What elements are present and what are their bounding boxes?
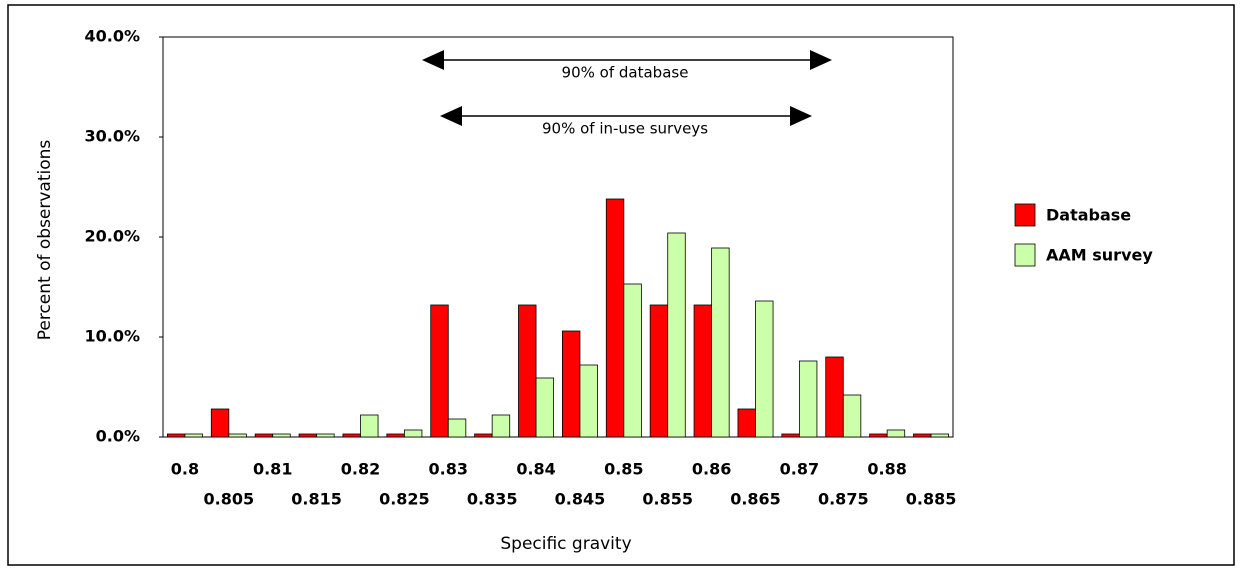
- bar: [210, 408, 230, 438]
- annotation: 90% of in-use surveys: [542, 120, 708, 138]
- y-tick-label: 30.0%: [84, 127, 140, 146]
- bar: [930, 433, 950, 438]
- x-tick-label: 0.835: [467, 490, 518, 509]
- bar: [623, 283, 642, 438]
- bar: [491, 414, 511, 438]
- x-tick-label: 0.875: [818, 490, 869, 509]
- legend-label: Database: [1046, 206, 1131, 225]
- bar: [913, 433, 932, 438]
- bar: [737, 408, 756, 438]
- y-axis-title: Percent of observations: [35, 140, 55, 341]
- bar: [798, 360, 818, 438]
- x-axis-title: Specific gravity: [500, 534, 631, 554]
- bar: [166, 433, 186, 438]
- bar: [886, 429, 906, 438]
- bar: [869, 433, 888, 438]
- x-tick-label: 0.815: [291, 490, 342, 509]
- bar: [272, 433, 291, 438]
- bar: [711, 247, 730, 438]
- bar: [298, 433, 318, 438]
- bar: [254, 433, 274, 438]
- bar: [403, 429, 423, 438]
- x-tick-label: 0.87: [780, 460, 819, 479]
- bar: [228, 433, 247, 438]
- legend-swatch: [1014, 203, 1036, 227]
- legend-swatch: [1014, 243, 1036, 267]
- bar: [430, 304, 449, 438]
- x-tick-label: 0.855: [642, 490, 693, 509]
- x-tick-label: 0.865: [730, 490, 781, 509]
- bar: [518, 304, 537, 438]
- bar: [693, 304, 713, 438]
- legend-label: AAM survey: [1046, 246, 1153, 265]
- bar: [360, 414, 379, 438]
- bar: [579, 364, 598, 438]
- x-tick-label: 0.85: [604, 460, 643, 479]
- x-tick-label: 0.8: [171, 460, 199, 479]
- x-tick-label: 0.805: [204, 490, 255, 509]
- x-tick-label: 0.82: [341, 460, 380, 479]
- bar: [474, 433, 493, 438]
- bar: [184, 433, 203, 438]
- x-tick-label: 0.84: [516, 460, 555, 479]
- bar: [316, 433, 335, 438]
- annotation: 90% of database: [562, 64, 689, 82]
- x-tick-label: 0.825: [379, 490, 430, 509]
- arrow: [422, 50, 832, 70]
- bar: [781, 433, 800, 438]
- y-tick-label: 40.0%: [84, 27, 140, 46]
- bar: [342, 433, 361, 438]
- x-tick-label: 0.885: [906, 490, 957, 509]
- bar: [605, 198, 625, 438]
- x-tick-label: 0.81: [253, 460, 292, 479]
- y-tick-label: 0.0%: [96, 427, 140, 446]
- bar: [825, 356, 844, 438]
- x-tick-label: 0.86: [692, 460, 731, 479]
- bar: [535, 377, 555, 438]
- bar: [649, 304, 669, 438]
- bar: [755, 300, 774, 438]
- arrow: [440, 106, 812, 126]
- bar: [667, 232, 686, 438]
- y-tick-label: 10.0%: [84, 327, 140, 346]
- frame: [7, 4, 1235, 566]
- x-tick-label: 0.88: [867, 460, 906, 479]
- x-tick-label: 0.83: [429, 460, 468, 479]
- x-tick-label: 0.845: [555, 490, 606, 509]
- bar: [447, 418, 467, 438]
- bar: [842, 394, 862, 438]
- bar: [386, 433, 405, 438]
- bar: [561, 330, 581, 438]
- y-tick-label: 20.0%: [84, 227, 140, 246]
